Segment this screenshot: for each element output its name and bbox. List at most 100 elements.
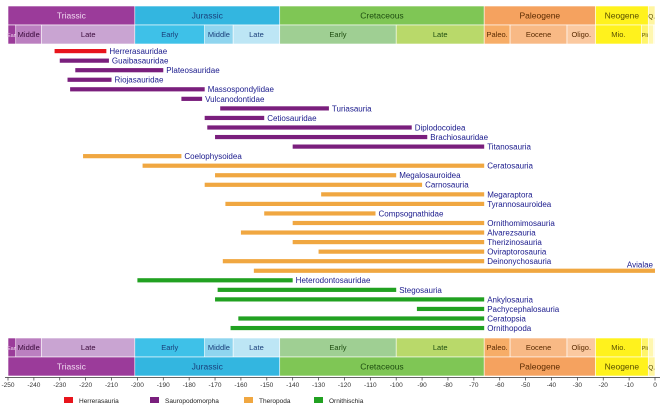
bar-deinonychosauria (222, 259, 485, 264)
top-period-label-0: Triassic (57, 11, 87, 21)
bar-riojasauridae (67, 77, 112, 82)
bottom-epoch-label-6: Early (329, 343, 346, 352)
top-period-bands: Triassic Jurassic Cretaceous Paleogene Neoge… (7, 5, 656, 45)
x-tick-label-2: -230 (53, 382, 66, 389)
bar-label-riojasauridae: Riojasauridae (115, 76, 164, 85)
bar-megaraptora (321, 192, 485, 197)
bottom-period-label-0: Triassic (57, 362, 87, 372)
bar-oviraptorosauria (318, 249, 485, 254)
bottom-period-label-2: Cretaceous (360, 362, 403, 372)
bottom-epoch-label-5: Late (249, 343, 264, 352)
bar-megalosauroidea (215, 173, 397, 178)
top-period-label-4: Neogene (605, 11, 640, 21)
bar-label-carnosauria: Carnosauria (425, 181, 469, 190)
top-epoch-label-3: Early (161, 30, 178, 39)
bottom-epoch-label-9: Eocene (526, 343, 551, 352)
bar-label-diplodocoidea: Diplodocoidea (415, 123, 466, 132)
bar-label-deinonychosauria: Deinonychosauria (487, 257, 552, 266)
bar-turiasauria (220, 106, 329, 111)
bar-herrerasauridae (54, 49, 107, 54)
bar-tyrannosauroidea (225, 201, 485, 206)
x-tick-label-9: -160 (234, 382, 247, 389)
bar-label-ceratosauria: Ceratosauria (487, 162, 533, 171)
bar-label-cetiosauridae: Cetiosauridae (267, 114, 317, 123)
top-epoch-band-13 (647, 24, 655, 45)
x-tick-label-15: -100 (390, 382, 403, 389)
x-tick-label-3: -220 (79, 382, 92, 389)
x-tick-label-22: -30 (573, 382, 583, 389)
bar-label-compsognathidae: Compsognathidae (378, 209, 443, 218)
x-axis: -250 -240 -230 -220 -210 -200 -190 -180 -170 -160… (1, 377, 660, 389)
bar-label-tyrannosauroidea: Tyrannosauroidea (487, 200, 552, 209)
bar-label-stegosauria: Stegosauria (399, 286, 442, 295)
top-epoch-label-8: Paleo. (486, 30, 507, 39)
legend-entry-herrerasauria: Herrerasauria (79, 398, 119, 405)
x-tick-label-7: -180 (183, 382, 196, 389)
bar-alvarezsauria (240, 230, 485, 235)
bottom-epoch-label-2: Late (81, 343, 96, 352)
bottom-epoch-label-3: Early (161, 343, 178, 352)
bar-label-guaibasauridae: Guaibasauridae (112, 57, 169, 66)
bar-brachiosauridae (215, 134, 428, 140)
bar-vulcanodontidae (181, 96, 203, 101)
bar-label-avialae: Avialae (627, 261, 654, 270)
bar-avialae (253, 268, 656, 273)
bar-label-pachycephalosauria: Pachycephalosauria (487, 305, 560, 314)
bar-label-plateosauridae: Plateosauridae (166, 66, 220, 75)
top-epoch-label-0: Ear. (7, 33, 17, 39)
top-epoch-label-7: Late (433, 30, 448, 39)
bar-coelophysoidea (83, 154, 182, 159)
bar-ornithomimosauria (292, 220, 485, 226)
bottom-epoch-label-11: Mio. (611, 343, 625, 352)
legend-swatch-theropoda (244, 397, 253, 403)
bar-label-ornithomimosauria: Ornithomimosauria (487, 219, 555, 228)
x-tick-label-12: -130 (312, 382, 325, 389)
legend-entry-sauropodomorpha: Sauropodomorpha (165, 398, 219, 405)
x-tick-label-20: -50 (521, 382, 531, 389)
top-epoch-label-12: Pli (642, 33, 648, 39)
bar-ceratopsia (238, 316, 485, 321)
bar-ankylosauria (215, 297, 485, 302)
bar-pachycephalosauria (416, 306, 485, 312)
bar-heterodontosauridae (137, 278, 293, 283)
bar-label-alvarezsauria: Alvarezsauria (487, 228, 536, 237)
bar-label-herrerasauridae: Herrerasauridae (109, 47, 167, 56)
x-tick-label-11: -140 (286, 382, 299, 389)
bar-label-megalosauroidea: Megalosauroidea (399, 171, 461, 180)
bottom-epoch-label-1: Middle (18, 343, 40, 352)
bar-plateosauridae (75, 68, 164, 73)
bar-label-vulcanodontidae: Vulcanodontidae (205, 95, 265, 104)
bottom-period-label-3: Paleogene (520, 362, 561, 372)
x-tick-label-24: -10 (624, 382, 634, 389)
bar-titanosauria (292, 144, 485, 149)
top-epoch-label-4: Middle (208, 30, 230, 39)
bottom-epoch-band-13 (647, 337, 655, 358)
clade-bars: HerrerasauridaeGuaibasauridaePlateosauri… (54, 47, 656, 333)
bar-diplodocoidea (207, 125, 412, 130)
x-tick-label-13: -120 (338, 382, 351, 389)
bottom-epoch-label-7: Late (433, 343, 448, 352)
top-epoch-label-9: Eocene (526, 30, 551, 39)
x-tick-label-1: -240 (27, 382, 40, 389)
legend-swatch-ornithischia (314, 397, 323, 403)
bar-label-ankylosauria: Ankylosauria (487, 295, 533, 304)
x-tick-label-10: -150 (260, 382, 273, 389)
bar-label-ceratopsia: Ceratopsia (487, 314, 526, 323)
top-epoch-label-11: Mio. (611, 30, 625, 39)
legend-swatch-sauropodomorpha (150, 397, 159, 403)
top-epoch-label-5: Late (249, 30, 264, 39)
bar-label-brachiosauridae: Brachiosauridae (430, 133, 488, 142)
bottom-epoch-label-0: Ear. (7, 346, 17, 352)
bottom-period-label-1: Jurassic (192, 362, 224, 372)
x-tick-label-18: -70 (469, 382, 479, 389)
top-epoch-label-1: Middle (18, 30, 40, 39)
top-period-label-5: Q. (648, 14, 655, 21)
legend-swatch-herrerasauria (64, 397, 73, 403)
bar-label-massospondylidae: Massospondylidae (208, 85, 275, 94)
bottom-epoch-label-8: Paleo. (486, 343, 507, 352)
bar-label-coelophysoidea: Coelophysoidea (184, 152, 242, 161)
legend-entry-ornithischia: Ornithischia (329, 398, 364, 405)
top-epoch-label-6: Early (329, 30, 346, 39)
bottom-epoch-label-10: Oligo. (571, 343, 591, 352)
